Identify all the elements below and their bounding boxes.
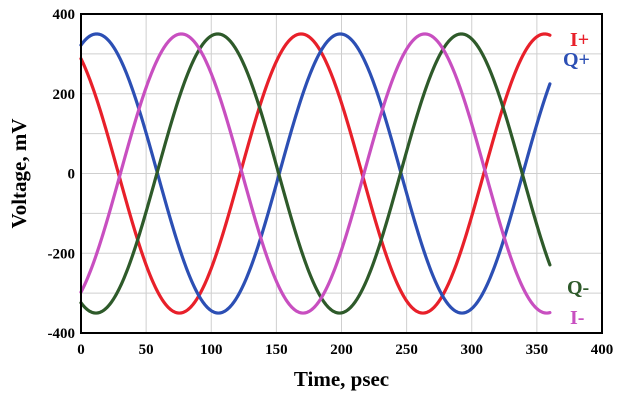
series-label-i-plus: I+	[570, 29, 589, 51]
y-axis-title: Voltage, mV	[7, 118, 31, 228]
y-tick-label: 400	[53, 7, 76, 23]
series-line-q-plus	[79, 32, 552, 315]
x-tick-label: 0	[77, 342, 85, 358]
plot-frame	[80, 13, 603, 334]
x-axis-title: Time, psec	[294, 367, 389, 391]
x-tick-label: 350	[526, 342, 549, 358]
x-tick-labels: 0 50 100 150 200 250 300 350 400	[77, 342, 613, 358]
series-label-i-minus: I-	[570, 307, 584, 329]
series-label-q-plus: Q+	[563, 49, 590, 71]
x-tick-label: 150	[265, 342, 288, 358]
x-tick-label: 50	[139, 342, 154, 358]
series-line-i-minus	[79, 32, 552, 315]
y-tick-label: -200	[48, 246, 76, 262]
y-tick-label: -400	[48, 326, 76, 342]
x-tick-label: 200	[330, 342, 353, 358]
series-line-q-minus	[79, 32, 552, 315]
series-label-q-minus: Q-	[567, 277, 589, 299]
series-line-i-plus	[79, 32, 552, 315]
x-tick-label: 100	[200, 342, 223, 358]
y-tick-labels: -400 -200 0 200 400	[48, 7, 76, 342]
series-group	[79, 32, 552, 315]
x-tick-label: 250	[395, 342, 418, 358]
y-tick-label: 200	[53, 87, 76, 103]
y-tick-label: 0	[68, 167, 76, 183]
x-tick-label: 400	[591, 342, 614, 358]
series-labels: I+Q+ Q- I-	[563, 29, 590, 329]
x-tick-label: 300	[461, 342, 484, 358]
